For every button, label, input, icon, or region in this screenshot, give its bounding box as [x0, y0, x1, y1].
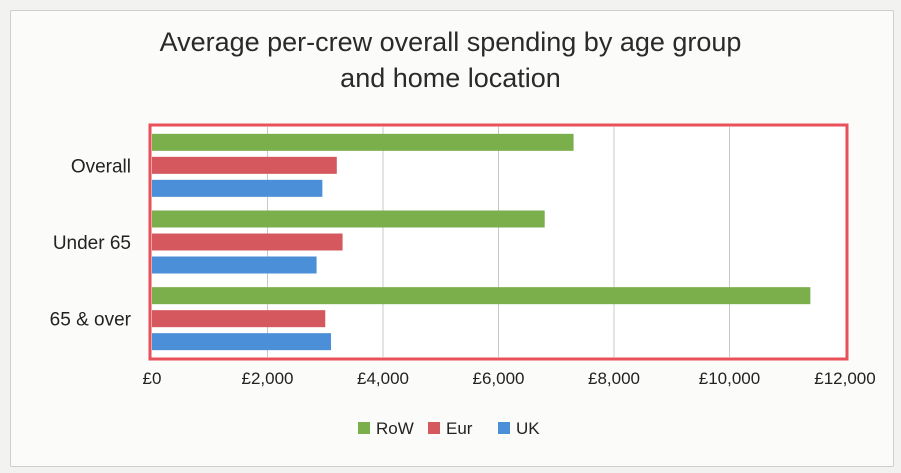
- x-tick-label: £12,000: [814, 369, 875, 388]
- category-label: 65 & over: [50, 310, 132, 331]
- chart-title-line-1: Average per-crew overall spending by age…: [159, 27, 742, 57]
- x-tick-label: £0: [143, 369, 162, 388]
- x-tick-label: £2,000: [242, 369, 294, 388]
- x-tick-label: £6,000: [473, 369, 525, 388]
- bar-eur: [152, 233, 343, 251]
- legend-swatch-eur: [428, 422, 440, 434]
- bar-eur: [152, 310, 326, 328]
- category-label: Under 65: [53, 233, 131, 254]
- x-tick-label: £10,000: [699, 369, 760, 388]
- bar-row: [152, 210, 545, 228]
- x-tick-label: £4,000: [357, 369, 409, 388]
- bar-uk: [152, 256, 317, 274]
- legend-label-eur: Eur: [446, 419, 473, 438]
- category-label: Overall: [71, 156, 131, 177]
- legend-swatch-row: [358, 422, 370, 434]
- bar-row: [152, 287, 811, 305]
- bar-uk: [152, 179, 323, 197]
- chart-title-line-2: and home location: [340, 63, 561, 93]
- highlight-box: [148, 123, 849, 361]
- x-tick-label: £8,000: [588, 369, 640, 388]
- chart-title: Average per-crew overall spending by age…: [0, 24, 901, 96]
- bar-row: [152, 133, 574, 151]
- legend-label-row: RoW: [376, 419, 414, 438]
- legend-swatch-uk: [498, 422, 510, 434]
- bar-uk: [152, 333, 332, 351]
- legend-label-uk: UK: [516, 419, 540, 438]
- bar-eur: [152, 156, 337, 174]
